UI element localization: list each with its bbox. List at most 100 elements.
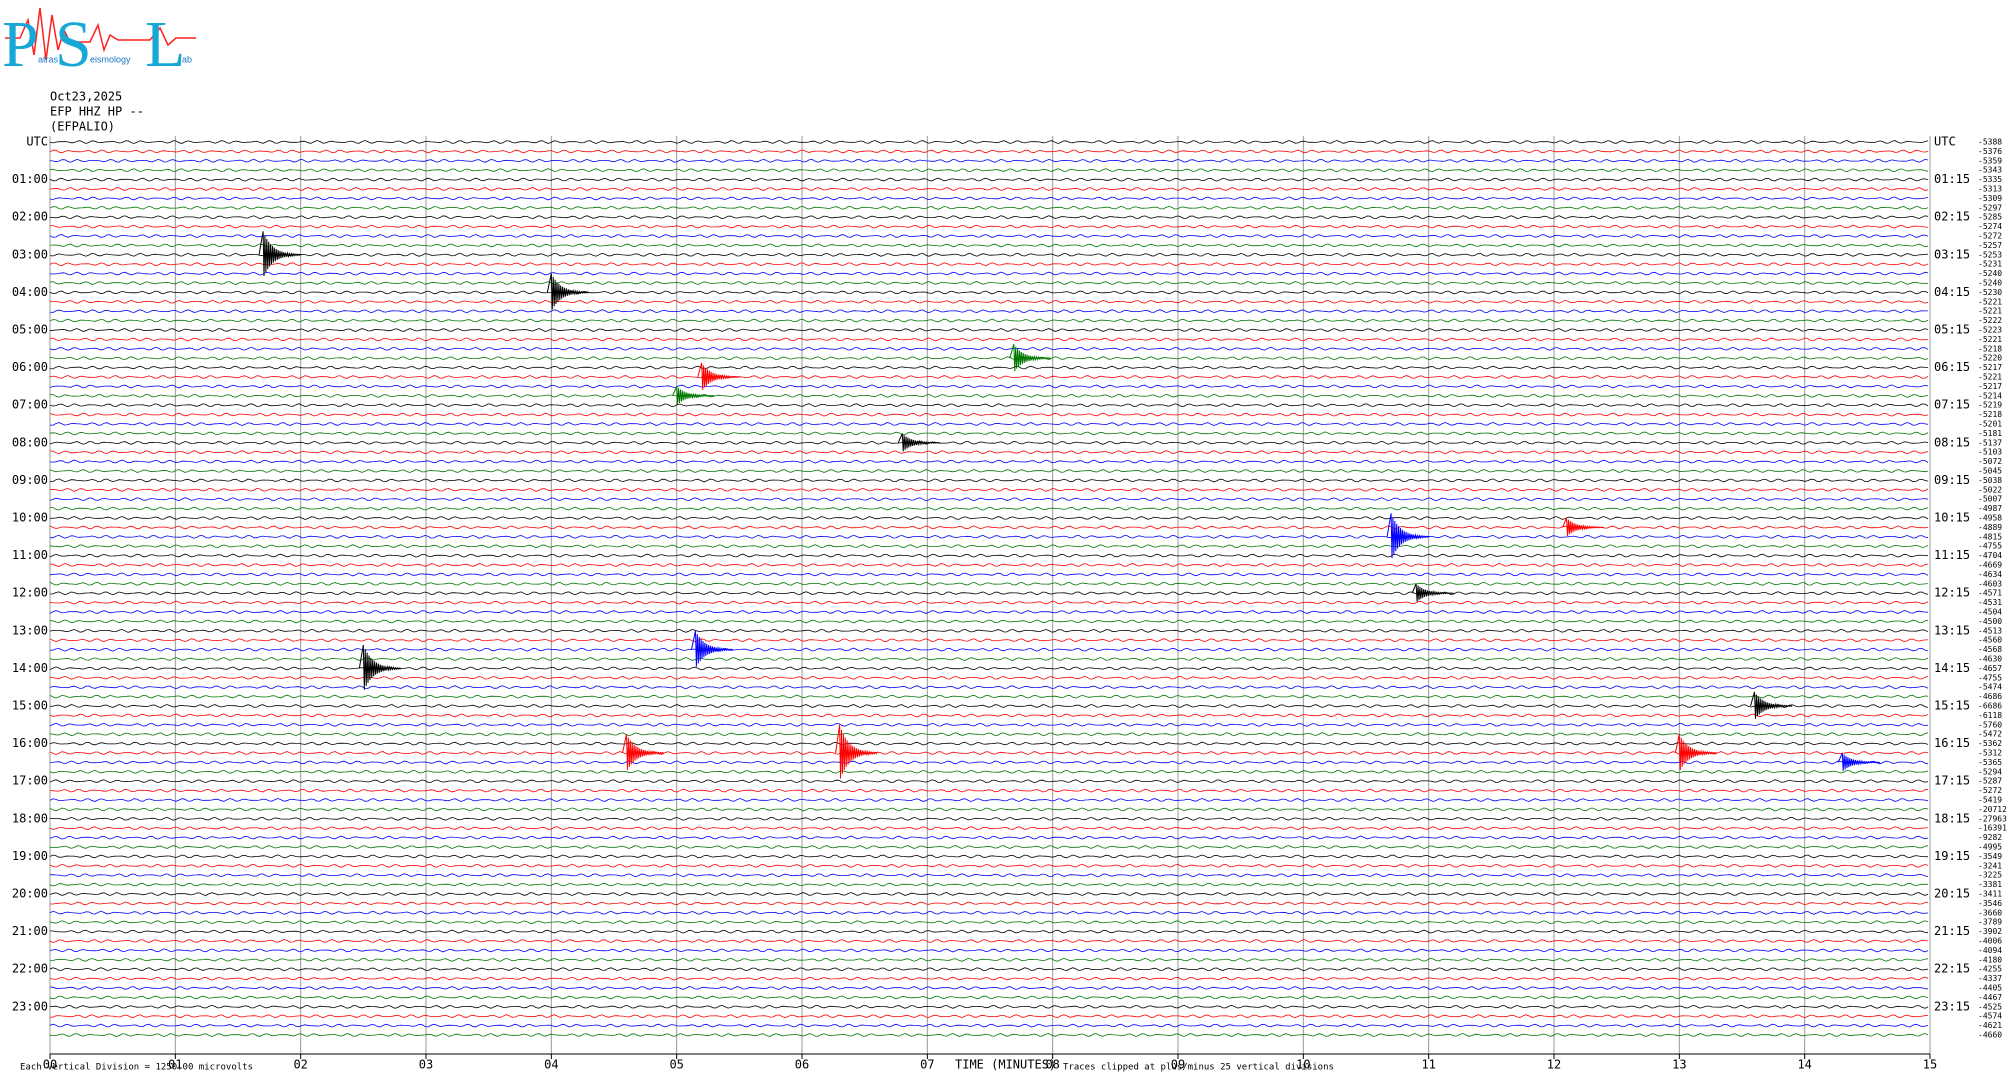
trace-offset: -16391 — [1978, 824, 2007, 833]
trace-offset: -3381 — [1978, 880, 2002, 889]
trace — [49, 1014, 1929, 1019]
left-time-label: 01:00 — [12, 172, 48, 186]
right-time-label: 09:15 — [1934, 473, 1970, 487]
left-time-label: 08:00 — [12, 435, 48, 449]
trace-offset: -5297 — [1978, 203, 2002, 212]
trace-offset: -5472 — [1978, 730, 2002, 739]
seismic-event — [672, 386, 715, 405]
left-time-label: 14:00 — [12, 661, 48, 675]
trace — [49, 534, 1929, 539]
trace-offset: -6118 — [1978, 711, 2002, 720]
trace — [50, 901, 1929, 906]
right-time-label: 16:15 — [1934, 736, 1970, 750]
left-time-label: 07:00 — [12, 398, 48, 412]
seismic-event — [897, 433, 941, 452]
trace — [49, 281, 1929, 285]
trace-offset: -5359 — [1978, 156, 2002, 165]
trace — [49, 657, 1929, 661]
trace — [49, 252, 1929, 257]
x-tick-label: 02 — [293, 1058, 307, 1072]
right-time-label: 22:15 — [1934, 962, 1970, 976]
trace-offset: -5219 — [1978, 401, 2002, 410]
right-time-label: 04:15 — [1934, 285, 1970, 299]
x-tick-label: 07 — [920, 1058, 934, 1072]
trace — [49, 628, 1929, 633]
trace — [49, 309, 1928, 314]
seismic-event — [835, 724, 878, 779]
trace — [49, 563, 1929, 567]
x-tick-label: 11 — [1421, 1058, 1435, 1072]
trace — [49, 158, 1929, 163]
left-time-label: 16:00 — [12, 736, 48, 750]
trace — [49, 271, 1929, 276]
trace-offset: -5201 — [1978, 420, 2002, 429]
trace — [49, 948, 1929, 953]
right-time-label: 15:15 — [1934, 699, 1970, 713]
trace — [50, 506, 1929, 511]
right-time-label: 05:15 — [1934, 323, 1970, 337]
trace-offset: -5221 — [1978, 307, 2002, 316]
trace — [49, 356, 1929, 361]
trace-offset: -4568 — [1978, 645, 2002, 654]
trace — [49, 769, 1929, 774]
seismic-event — [1674, 734, 1718, 771]
right-time-label: 06:15 — [1934, 360, 1970, 374]
trace — [49, 487, 1929, 492]
trace — [49, 835, 1929, 840]
trace — [49, 986, 1929, 990]
logo-wave — [5, 7, 196, 61]
trace — [49, 1004, 1929, 1009]
seismic-event — [622, 734, 665, 771]
trace-offset: -5272 — [1978, 786, 2002, 795]
right-time-label: 20:15 — [1934, 887, 1970, 901]
trace-offset: -5137 — [1978, 438, 2002, 447]
trace — [49, 882, 1928, 887]
trace — [49, 647, 1929, 652]
seismic-event — [258, 231, 302, 277]
trace — [49, 346, 1929, 351]
trace — [49, 393, 1929, 398]
trace-offset: -5335 — [1978, 175, 2002, 184]
trace-offset: -5313 — [1978, 185, 2002, 194]
trace-offset: -4669 — [1978, 561, 2002, 570]
left-time-label: 17:00 — [12, 774, 48, 788]
trace — [49, 957, 1929, 962]
header-line: EFP HHZ HP -- — [50, 105, 144, 119]
left-time-label: 09:00 — [12, 473, 48, 487]
x-tick-label: 14 — [1797, 1058, 1811, 1072]
trace — [50, 243, 1929, 248]
trace-offset: -5221 — [1978, 335, 2002, 344]
seismic-event — [697, 362, 740, 390]
trace-offset: -4525 — [1978, 1002, 2002, 1011]
right-time-label: 11:15 — [1934, 548, 1970, 562]
trace-offset: -4006 — [1978, 937, 2002, 946]
trace-offset: -5218 — [1978, 410, 2002, 419]
trace-offset: -4500 — [1978, 617, 2002, 626]
trace — [49, 967, 1929, 972]
x-tick-label: 01 — [168, 1058, 182, 1072]
seismic-event — [690, 630, 734, 667]
left-time-label: 03:00 — [12, 247, 48, 261]
trace-offset: -6686 — [1978, 702, 2002, 711]
trace-offset: -4621 — [1978, 1021, 2002, 1030]
trace-offset: -5103 — [1978, 448, 2002, 457]
trace-offset: -5257 — [1978, 241, 2002, 250]
trace — [49, 440, 1929, 445]
trace — [49, 384, 1929, 389]
left-time-label: 19:00 — [12, 849, 48, 863]
trace — [49, 224, 1929, 229]
trace-offset: -5214 — [1978, 391, 2002, 400]
x-tick-label: 04 — [544, 1058, 558, 1072]
right-time-label: 02:15 — [1934, 210, 1970, 224]
x-tick-label: 03 — [419, 1058, 433, 1072]
x-tick-label: 09 — [1171, 1058, 1185, 1072]
trace-offset: -5217 — [1978, 363, 2002, 372]
trace-offset: -5240 — [1978, 269, 2002, 278]
trace — [49, 299, 1929, 304]
trace — [49, 318, 1929, 323]
trace-offset: -4889 — [1978, 523, 2002, 532]
trace-offset: -5294 — [1978, 767, 2002, 776]
trace-offset: -5007 — [1978, 495, 2002, 504]
right-time-label: 12:15 — [1934, 586, 1970, 600]
